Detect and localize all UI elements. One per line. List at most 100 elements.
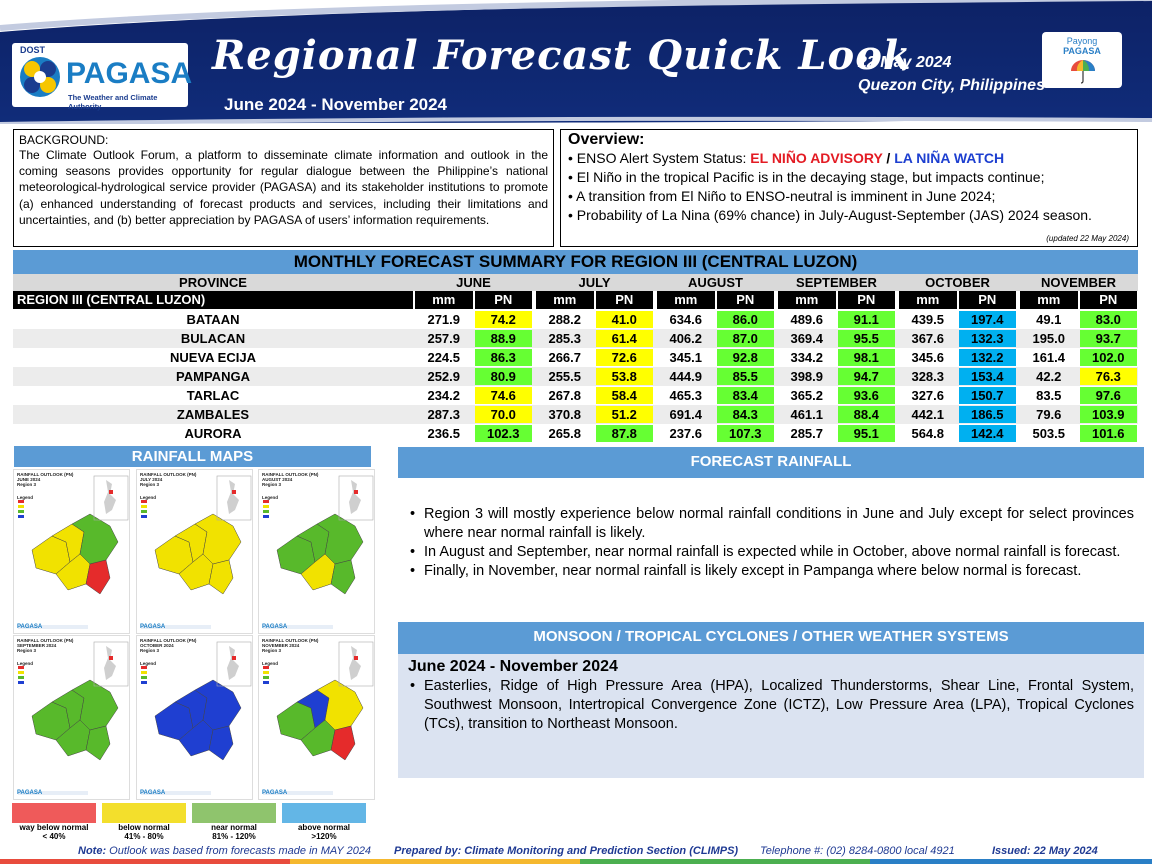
map-title-line: Region 3 [140,482,160,487]
rainfall-mm: 398.9 [790,369,824,384]
pn-header: PN [595,291,653,309]
map-title-line: Region 3 [17,482,37,487]
percent-normal: 102.0 [1079,349,1137,366]
monsoon-body: June 2024 - November 2024 Easterlies, Ri… [398,654,1144,778]
rainfall-mm: 461.1 [790,407,824,422]
monsoon-period: June 2024 - November 2024 [408,658,618,675]
map-legend-label: Legend [262,495,279,500]
rainfall-mm: 345.1 [669,350,703,365]
province-name: TARLAC [186,388,240,403]
rainfall-mm: 234.2 [427,388,461,403]
map-legend-label: Legend [17,661,34,666]
mm-header: mm [899,291,957,309]
month-header: OCTOBER [925,275,990,290]
percent-normal: 153.4 [958,368,1016,385]
forecast-bullet: Region 3 will mostly experience below no… [408,505,1134,543]
rainfall-mm: 266.7 [548,350,582,365]
percent-normal: 93.6 [837,387,895,404]
rainfall-mm: 444.9 [669,369,703,384]
percent-normal: 95.1 [837,425,895,442]
map-title-line: RAINFALL OUTLOOK (PN) [262,638,319,643]
legend-category: near normal [211,823,257,832]
percent-normal: 84.3 [716,406,774,423]
rainfall-mm: 691.4 [669,407,703,422]
percent-normal: 88.4 [837,406,895,423]
rainfall-mm: 257.9 [427,331,461,346]
region-label: REGION III (CENTRAL LUZON) [13,291,413,309]
rainfall-legend: way below normal < 40% below normal 41% - 8… [12,803,372,843]
footer-issued: Issued: 22 May 2024 [992,845,1098,857]
percent-normal: 70.0 [474,406,532,423]
map-title-line: Region 3 [140,648,160,653]
percent-normal: 94.7 [837,368,895,385]
issue-place: Quezon City, Philippines [858,77,1045,94]
forecast-rainfall-body: Region 3 will mostly experience below no… [398,478,1144,620]
percent-normal: 58.4 [595,387,653,404]
province-name: NUEVA ECIJA [170,350,256,365]
map-title-line: AUGUST 2024 [262,477,293,482]
map-footer-logo: PAGASA [140,790,166,796]
region-map-graphic [18,641,129,795]
percent-normal: 132.3 [958,330,1016,347]
overview-heading: Overview: [568,131,645,148]
rainfall-mm: 224.5 [427,350,461,365]
legend-range: < 40% [42,832,66,841]
percent-normal: 72.6 [595,349,653,366]
rainfall-mm: 634.6 [669,312,703,327]
footer-color-bar [0,859,1152,864]
footer: Note: Outlook was based from forecasts m… [0,841,1152,864]
percent-normal: 88.9 [474,330,532,347]
map-title-line: OCTOBER 2024 [140,643,174,648]
mm-header: mm [657,291,715,309]
percent-normal: 87.8 [595,425,653,442]
legend-category: way below normal [19,823,89,832]
pn-header: PN [837,291,895,309]
region-map-graphic [263,641,374,795]
mm-header: mm [536,291,594,309]
map-footer-logo: PAGASA [140,624,166,630]
payong-label: Payong [1066,36,1098,46]
province-name: ZAMBALES [176,407,250,422]
rainfall-map: RAINFALL OUTLOOK (PN) NOVEMBER 2024 Region… [258,635,375,800]
rainfall-mm: 42.2 [1036,369,1062,384]
legend-category: above normal [297,823,350,832]
province-name: AURORA [184,426,242,441]
legend-swatch [102,803,186,823]
overview-line-4: • Probability of La Nina (69% chance) in… [568,207,1092,223]
table-month-header: PROVINCE JUNE JULY AUGUST SEPTEMBER OCTOBER NO… [13,274,1138,291]
map-title-line: Region 3 [262,482,282,487]
region-map-graphic [18,475,129,629]
legend-range: >120% [311,832,337,841]
map-title-line: Region 3 [17,648,37,653]
rainfall-mm: 564.8 [911,426,945,441]
legend-swatch [282,803,366,823]
percent-normal: 101.6 [1079,425,1137,442]
overview-line-3: • A transition from El Niño to ENSO-neut… [568,188,996,204]
percent-normal: 74.6 [474,387,532,404]
background-text: The Climate Outlook Forum, a platform to… [19,148,548,227]
table-row: BATAAN 271.9 74.2 288.2 41.0 634.6 86.0 489.6 91… [13,310,1138,329]
pagasa-logo: DOST PAGASA The Weather and Climate Auth… [12,43,192,111]
payong-pagasa-label: PAGASA [1063,46,1101,56]
map-legend-label: Legend [17,495,34,500]
rainfall-mm: 334.2 [790,350,824,365]
forecast-bullet: Finally, in November, near normal rainfa… [408,562,1134,581]
footer-prepared: Prepared by: Climate Monitoring and Pred… [394,845,739,857]
rainfall-mm: 255.5 [548,369,582,384]
rainfall-mm: 367.6 [911,331,945,346]
table-row: PAMPANGA 252.9 80.9 255.5 53.8 444.9 85.5 398.9… [13,367,1138,386]
month-header: SEPTEMBER [796,275,877,290]
rainfall-mm: 285.7 [790,426,824,441]
legend-label: below normal 41% - 80% [102,823,186,841]
legend-label: way below normal < 40% [12,823,96,841]
mm-header: mm [1020,291,1078,309]
percent-normal: 87.0 [716,330,774,347]
percent-normal: 80.9 [474,368,532,385]
map-legend-label: Legend [140,495,157,500]
percent-normal: 186.5 [958,406,1016,423]
rainfall-mm: 237.6 [669,426,703,441]
rainfall-mm: 265.8 [548,426,582,441]
percent-normal: 86.0 [716,311,774,328]
map-title-line: RAINFALL OUTLOOK (PN) [17,472,74,477]
percent-normal: 107.3 [716,425,774,442]
